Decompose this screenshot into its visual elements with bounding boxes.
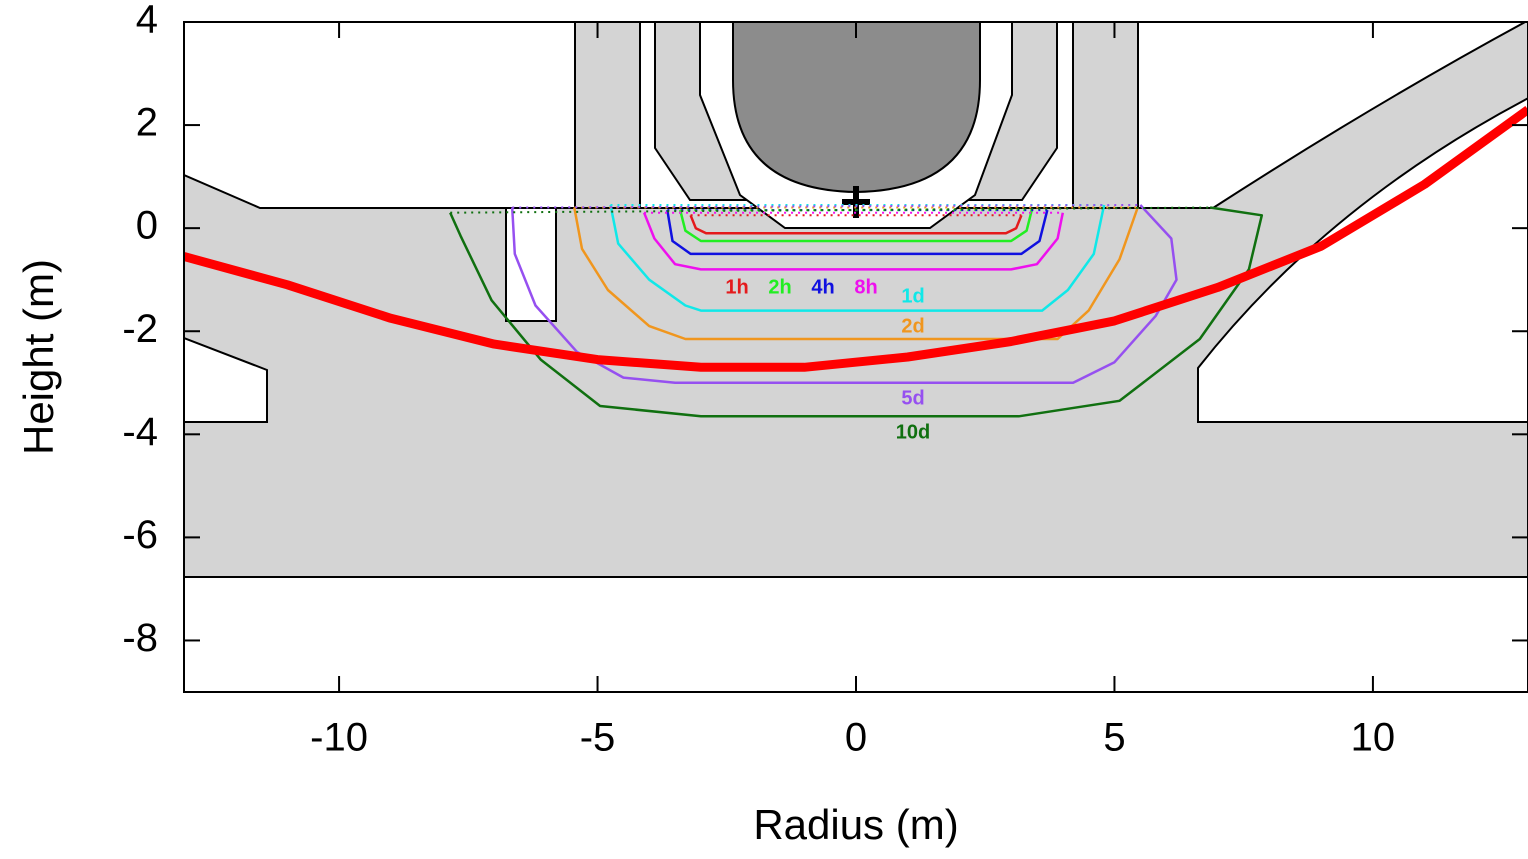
contour-label: 4h [811, 276, 834, 298]
y-axis-title: Height (m) [15, 259, 62, 455]
x-tick-label: 10 [1351, 716, 1396, 760]
structure [184, 22, 1528, 578]
contour [573, 207, 1139, 341]
contour [609, 204, 1106, 312]
y-tick-label: -6 [122, 513, 158, 557]
contour-label: 1h [725, 276, 748, 298]
y-tick-label: 2 [136, 101, 158, 145]
x-tick-label: 5 [1103, 716, 1125, 760]
contour-label: 10d [896, 421, 930, 443]
contour [666, 209, 1049, 256]
geometry [184, 22, 1528, 578]
y-tick-label: -2 [122, 307, 158, 351]
contour-label: 1d [901, 285, 924, 307]
x-tick-label: -5 [580, 716, 616, 760]
y-tick-label: -4 [122, 410, 158, 454]
contour-top [450, 206, 1211, 214]
contour-label: 5d [901, 387, 924, 409]
contour [449, 206, 1264, 418]
column [574, 22, 641, 209]
y-tick-label: -8 [122, 616, 158, 660]
x-tick-label: 0 [845, 716, 867, 760]
contour [642, 212, 1065, 271]
contour-label: 2h [768, 276, 791, 298]
column [1072, 22, 1139, 209]
contour [689, 214, 1023, 235]
contour-label: 2d [901, 315, 924, 337]
y-tick-label: 4 [136, 0, 158, 42]
x-tick-label: -10 [310, 716, 368, 760]
boundary-curve [184, 105, 1528, 372]
contour [510, 204, 1178, 385]
contour [678, 209, 1034, 243]
x-axis-title: Radius (m) [753, 801, 958, 848]
contour-label: 8h [854, 276, 877, 298]
y-tick-label: 0 [136, 204, 158, 248]
